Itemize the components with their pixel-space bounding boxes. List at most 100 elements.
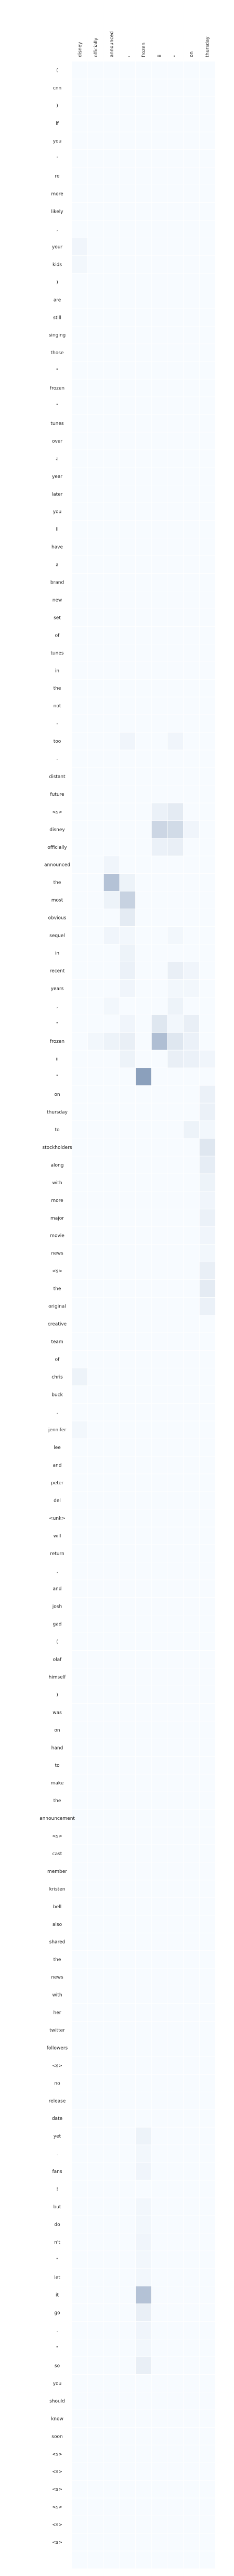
heatmap-cell [87, 2374, 104, 2392]
heatmap-cell [103, 132, 120, 150]
heatmap-cell [167, 1756, 184, 1775]
heatmap-cell [183, 1191, 200, 1210]
heatmap-cell [103, 1615, 120, 1633]
heatmap-cell [71, 2109, 88, 2128]
heatmap-cell [71, 1809, 88, 1828]
heatmap-cell [199, 1986, 216, 2004]
heatmap-cell [119, 1986, 136, 2004]
heatmap-cell [103, 1720, 120, 1739]
heatmap-cell [167, 979, 184, 998]
heatmap-cell [103, 1686, 120, 1704]
heatmap-cell [103, 996, 120, 1015]
heatmap-cell [119, 1315, 136, 1333]
heatmap-cell [135, 149, 152, 168]
heatmap-cell [151, 1986, 168, 2004]
heatmap-cell [87, 220, 104, 238]
heatmap-cell [199, 944, 216, 962]
heatmap-cell [183, 1050, 200, 1068]
heatmap-cell [199, 2321, 216, 2339]
heatmap-cell [167, 1226, 184, 1245]
heatmap-cell [199, 1191, 216, 1210]
y-tick-label: - [56, 757, 58, 762]
heatmap-cell [119, 361, 136, 380]
heatmap-cell [87, 2233, 104, 2251]
heatmap-cell [183, 2039, 200, 2057]
heatmap-cell [103, 891, 120, 910]
heatmap-cell [103, 255, 120, 274]
heatmap-cell [119, 2021, 136, 2039]
heatmap-cell [119, 1686, 136, 1704]
heatmap-cell [71, 1633, 88, 1651]
heatmap-cell [135, 856, 152, 874]
heatmap-cell [167, 1509, 184, 1528]
heatmap-cell [183, 2515, 200, 2534]
heatmap-cell [135, 2109, 152, 2128]
heatmap-cell [103, 962, 120, 980]
heatmap-cell [103, 1580, 120, 1598]
y-tick-label: the [54, 1958, 61, 1963]
heatmap-cell [151, 1562, 168, 1581]
heatmap-cell [135, 714, 152, 733]
heatmap-cell [199, 2056, 216, 2075]
heatmap-cell [103, 1350, 120, 1368]
y-tick-label: himself [49, 1675, 67, 1680]
heatmap-cell [167, 1420, 184, 1439]
heatmap-cell [87, 696, 104, 715]
heatmap-cell [119, 1950, 136, 1969]
heatmap-cell [167, 1844, 184, 1863]
heatmap-cell [167, 2180, 184, 2198]
heatmap-cell [71, 643, 88, 662]
heatmap-cell [167, 996, 184, 1015]
heatmap-cell [103, 326, 120, 344]
heatmap-cell [87, 626, 104, 644]
heatmap-cell [71, 1385, 88, 1404]
y-tick-label: so [55, 2364, 60, 2369]
heatmap-cell [199, 1332, 216, 1351]
heatmap-cell [167, 573, 184, 591]
heatmap-cell [135, 2233, 152, 2251]
y-tick-label: on [54, 1728, 60, 1733]
heatmap-cell [135, 1738, 152, 1757]
heatmap-cell [199, 1315, 216, 1333]
heatmap-cell [71, 661, 88, 680]
heatmap-cell [71, 343, 88, 362]
heatmap-cell [119, 343, 136, 362]
heatmap-cell [167, 661, 184, 680]
heatmap-cell [199, 996, 216, 1015]
heatmap-cell [135, 1774, 152, 1792]
heatmap-cell [103, 2233, 120, 2251]
heatmap-cell [199, 1686, 216, 1704]
heatmap-cell [119, 926, 136, 944]
y-tick-label: lee [54, 1445, 61, 1451]
heatmap-cell [199, 1968, 216, 1986]
heatmap-cell [119, 1580, 136, 1598]
heatmap-cell [103, 1862, 120, 1881]
y-tick-label: singing [49, 333, 66, 338]
heatmap-cell [167, 838, 184, 857]
y-tick-label: the [54, 1798, 61, 1804]
heatmap-cell [103, 79, 120, 97]
heatmap-cell [151, 2515, 168, 2534]
heatmap-cell [183, 1279, 200, 1298]
heatmap-cell [167, 679, 184, 697]
heatmap-cell [183, 926, 200, 944]
heatmap-cell [103, 1915, 120, 1934]
heatmap-cell [151, 1880, 168, 1898]
heatmap-cell [135, 2339, 152, 2357]
heatmap-cell [183, 2127, 200, 2145]
heatmap-cell [103, 2321, 120, 2339]
heatmap-cell [199, 1950, 216, 1969]
heatmap-cell [167, 220, 184, 238]
heatmap-cell [103, 202, 120, 221]
heatmap-cell [167, 1438, 184, 1457]
heatmap-cell [87, 2480, 104, 2499]
heatmap-cell [183, 1986, 200, 2004]
heatmap-cell [119, 2286, 136, 2305]
heatmap-cell [103, 2039, 120, 2057]
heatmap-cell [183, 379, 200, 397]
heatmap-cell [199, 1774, 216, 1792]
heatmap-cell [167, 185, 184, 203]
heatmap-cell [71, 1367, 88, 1386]
heatmap-cell [167, 1880, 184, 1898]
